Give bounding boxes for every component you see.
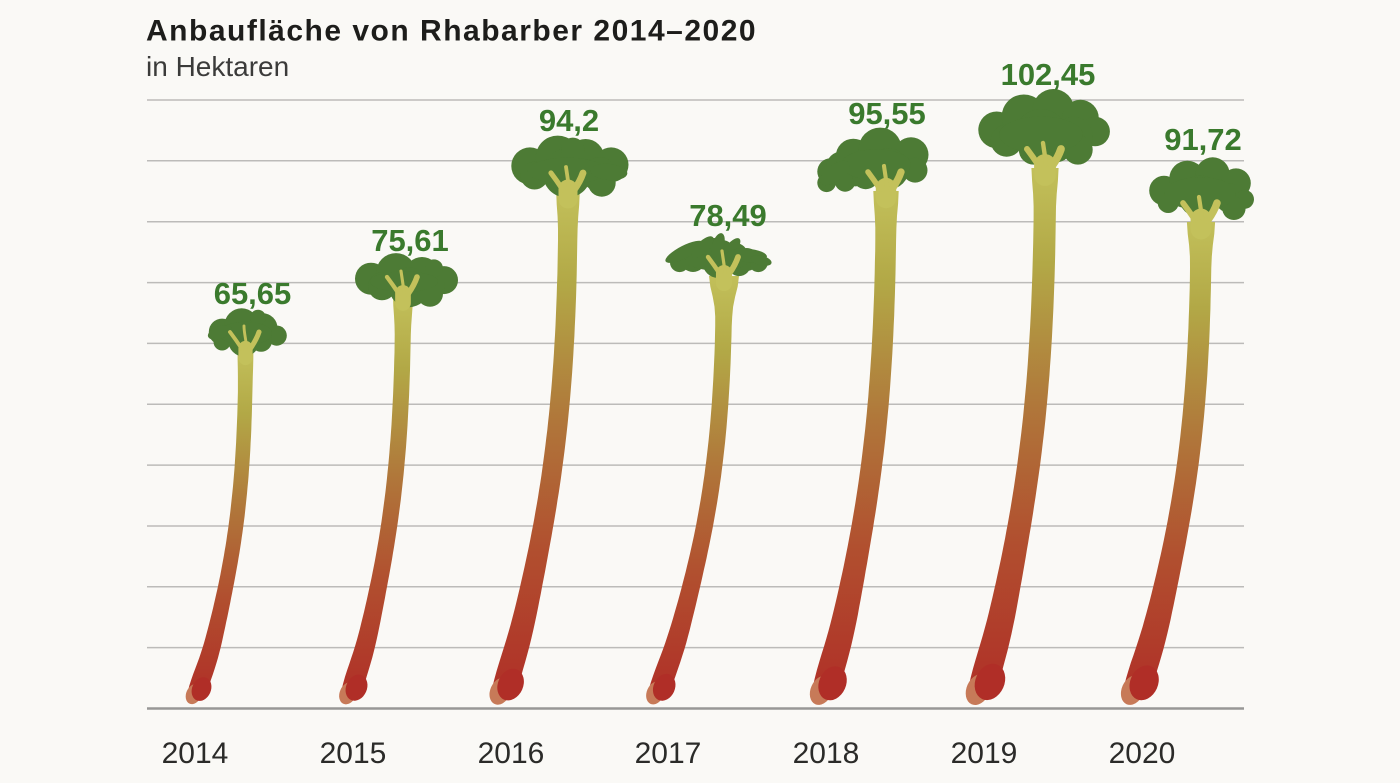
svg-text:94,2: 94,2 [539,103,599,138]
svg-text:65,65: 65,65 [214,276,292,311]
svg-text:2015: 2015 [320,737,387,770]
svg-text:78,49: 78,49 [689,198,767,233]
svg-text:95,55: 95,55 [848,96,926,131]
svg-text:2019: 2019 [951,737,1018,770]
svg-text:2018: 2018 [793,737,860,770]
svg-text:Anbaufläche von Rhabarber 2014: Anbaufläche von Rhabarber 2014–2020 [146,15,757,48]
svg-text:75,61: 75,61 [371,223,449,258]
svg-text:2014: 2014 [162,737,229,770]
svg-text:2017: 2017 [635,737,702,770]
svg-text:102,45: 102,45 [1001,57,1096,92]
svg-text:91,72: 91,72 [1164,122,1242,157]
svg-text:2020: 2020 [1109,737,1176,770]
svg-text:2016: 2016 [478,737,545,770]
svg-text:in Hektaren: in Hektaren [146,51,289,82]
